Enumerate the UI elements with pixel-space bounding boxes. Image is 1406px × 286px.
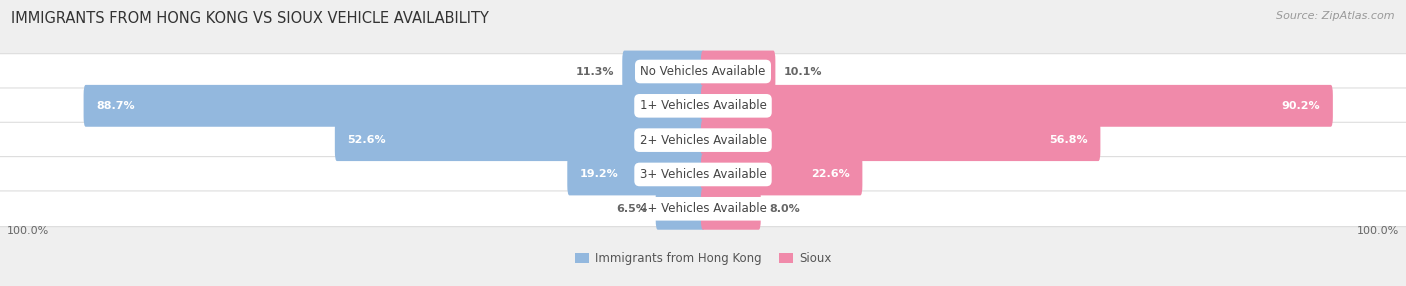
- Text: 1+ Vehicles Available: 1+ Vehicles Available: [640, 99, 766, 112]
- FancyBboxPatch shape: [702, 51, 775, 92]
- Text: 4+ Vehicles Available: 4+ Vehicles Available: [640, 202, 766, 215]
- FancyBboxPatch shape: [0, 54, 1406, 89]
- Text: 100.0%: 100.0%: [1357, 226, 1399, 236]
- Text: 52.6%: 52.6%: [347, 135, 387, 145]
- Text: 8.0%: 8.0%: [769, 204, 800, 214]
- FancyBboxPatch shape: [623, 51, 704, 92]
- Text: 22.6%: 22.6%: [811, 170, 849, 179]
- FancyBboxPatch shape: [702, 188, 761, 230]
- Text: 90.2%: 90.2%: [1282, 101, 1320, 111]
- Text: 56.8%: 56.8%: [1049, 135, 1088, 145]
- FancyBboxPatch shape: [0, 191, 1406, 227]
- FancyBboxPatch shape: [567, 154, 704, 195]
- FancyBboxPatch shape: [702, 119, 1101, 161]
- Legend: Immigrants from Hong Kong, Sioux: Immigrants from Hong Kong, Sioux: [569, 248, 837, 270]
- Text: 19.2%: 19.2%: [579, 170, 619, 179]
- FancyBboxPatch shape: [335, 119, 704, 161]
- FancyBboxPatch shape: [0, 157, 1406, 192]
- Text: No Vehicles Available: No Vehicles Available: [640, 65, 766, 78]
- FancyBboxPatch shape: [0, 122, 1406, 158]
- Text: 10.1%: 10.1%: [783, 67, 823, 76]
- Text: 88.7%: 88.7%: [96, 101, 135, 111]
- Text: 100.0%: 100.0%: [7, 226, 49, 236]
- FancyBboxPatch shape: [702, 154, 862, 195]
- Text: 2+ Vehicles Available: 2+ Vehicles Available: [640, 134, 766, 147]
- Text: 6.5%: 6.5%: [616, 204, 647, 214]
- FancyBboxPatch shape: [702, 85, 1333, 127]
- Text: 3+ Vehicles Available: 3+ Vehicles Available: [640, 168, 766, 181]
- Text: IMMIGRANTS FROM HONG KONG VS SIOUX VEHICLE AVAILABILITY: IMMIGRANTS FROM HONG KONG VS SIOUX VEHIC…: [11, 11, 489, 26]
- Text: Source: ZipAtlas.com: Source: ZipAtlas.com: [1277, 11, 1395, 21]
- FancyBboxPatch shape: [655, 188, 704, 230]
- Text: 11.3%: 11.3%: [575, 67, 614, 76]
- FancyBboxPatch shape: [83, 85, 704, 127]
- FancyBboxPatch shape: [0, 88, 1406, 124]
